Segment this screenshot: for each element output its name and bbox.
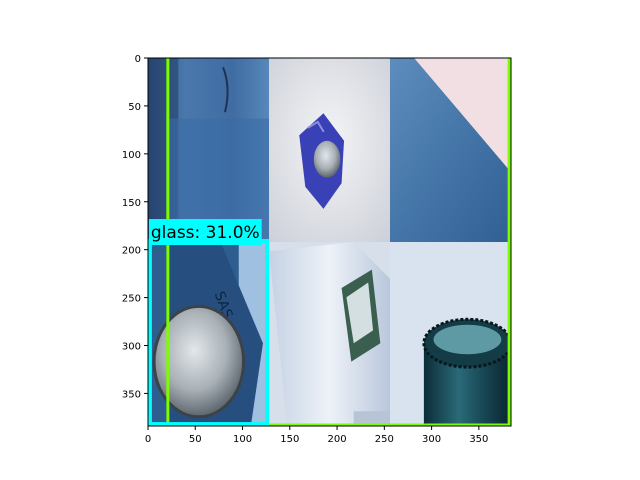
x-tick-label: 200 [328,434,347,445]
y-tick-label: 150 [122,198,141,209]
y-tick-label: 200 [122,246,141,257]
image-tile-4: SAS [148,242,269,426]
y-tick-label: 50 [128,102,141,113]
image-tile-1 [148,58,269,242]
y-tick-label: 0 [135,54,141,65]
detection-labels: glass: 31.0% [148,219,262,246]
x-tick-label: 250 [375,434,394,445]
x-tick-label: 350 [469,434,488,445]
x-tick-label: 150 [280,434,299,445]
detection-label-1: glass: 31.0% [148,219,262,246]
image-tile-2 [269,58,390,242]
y-tick-label: 350 [122,389,141,400]
y-tick-label: 100 [122,150,141,161]
image-tile-3 [390,58,511,242]
image-tile-6 [390,242,511,426]
detection-label-text: glass: 31.0% [151,223,260,243]
x-tick-label: 50 [189,434,202,445]
axis-ticks: 0 50 100 150 200 250 300 350 0 50 100 150 200 250 300 3… [122,54,489,445]
y-tick-label: 300 [122,342,141,353]
image-mosaic: SAS [148,58,511,426]
image-tile-5 [269,242,390,426]
y-tick-label: 250 [122,294,141,305]
x-tick-label: 100 [233,434,252,445]
axes-frame [147,57,512,427]
x-tick-label: 300 [422,434,441,445]
x-tick-label: 0 [145,434,151,445]
detection-label-background [148,219,262,246]
